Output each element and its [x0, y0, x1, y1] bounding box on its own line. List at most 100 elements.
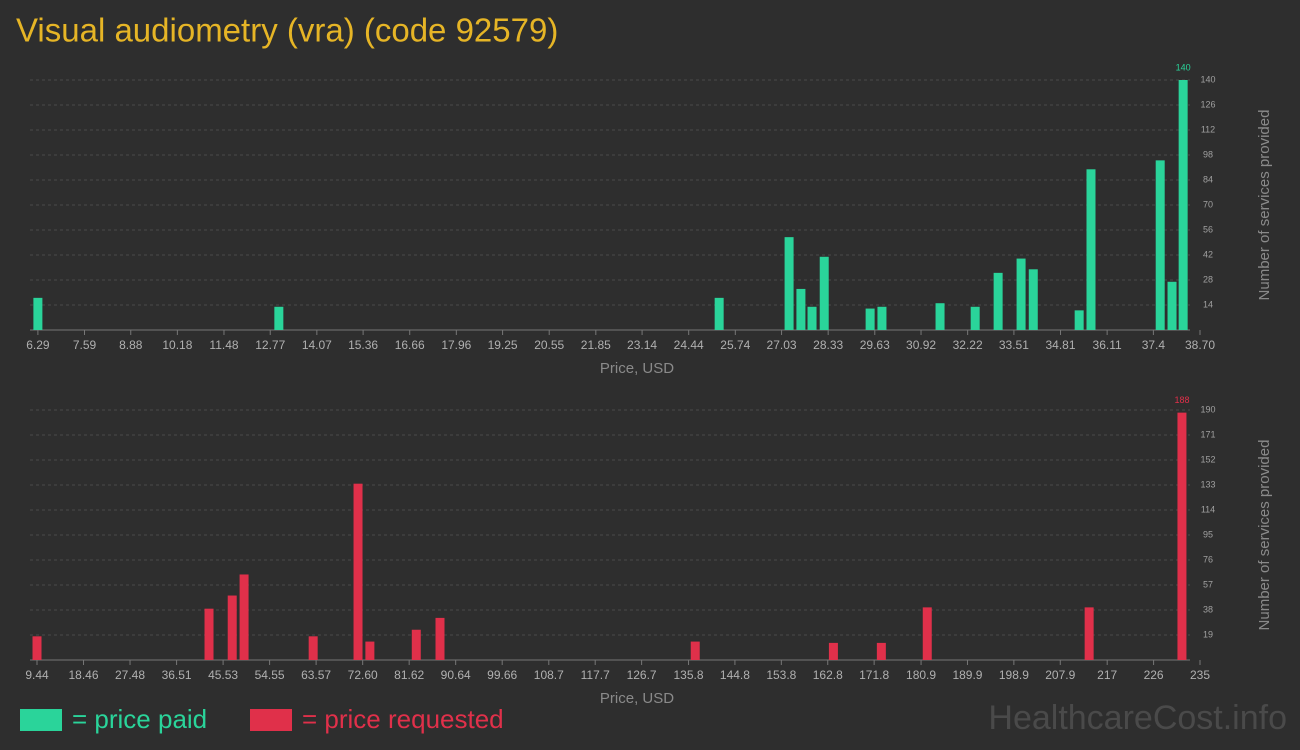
bar — [1177, 412, 1187, 660]
x-tick-label: 12.77 — [255, 338, 285, 352]
x-tick-label: 99.66 — [487, 668, 517, 682]
x-tick-label: 126.7 — [627, 668, 657, 682]
x-tick-label: 38.70 — [1185, 338, 1215, 352]
x-tick-label: 144.8 — [720, 668, 750, 682]
bar — [807, 306, 817, 330]
y-tick-label: 152 — [1200, 454, 1215, 464]
x-tick-label: 171.8 — [859, 668, 889, 682]
y-tick-label: 190 — [1200, 404, 1215, 414]
y-tick-label: 98 — [1203, 149, 1213, 159]
y-tick-label: 56 — [1203, 224, 1213, 234]
x-tick-label: 45.53 — [208, 668, 238, 682]
x-tick-label: 27.03 — [767, 338, 797, 352]
x-tick-label: 15.36 — [348, 338, 378, 352]
watermark: HealthcareCost.info — [988, 699, 1287, 737]
y-tick-label: 126 — [1200, 99, 1215, 109]
bar — [204, 608, 214, 660]
y-tick-label: 57 — [1203, 579, 1213, 589]
x-tick-label: 117.7 — [581, 668, 610, 682]
x-tick-label: 7.59 — [73, 338, 97, 352]
x-tick-label: 18.46 — [69, 668, 99, 682]
legend-swatch — [250, 709, 292, 731]
legend-swatch — [20, 709, 62, 731]
bar — [1155, 160, 1165, 330]
bar — [353, 483, 363, 660]
y-tick-label: 112 — [1201, 124, 1215, 134]
x-tick-label: 207.9 — [1045, 668, 1075, 682]
bar — [877, 306, 887, 330]
bar — [922, 607, 932, 660]
x-tick-label: 19.25 — [488, 338, 518, 352]
x-tick-label: 36.51 — [162, 668, 192, 682]
bar — [1086, 169, 1096, 330]
bar — [828, 642, 838, 660]
bar — [308, 636, 318, 660]
bar — [970, 306, 980, 330]
x-tick-label: 153.8 — [766, 668, 796, 682]
y-tick-label: 70 — [1203, 199, 1213, 209]
y-tick-label: 114 — [1201, 504, 1215, 514]
y-tick-label: 14 — [1203, 299, 1213, 309]
x-tick-label: 16.66 — [395, 338, 425, 352]
bar — [274, 306, 284, 330]
y-tick-label: 38 — [1203, 604, 1213, 614]
x-tick-label: 28.33 — [813, 338, 843, 352]
x-tick-label: 135.8 — [674, 668, 704, 682]
x-tick-label: 36.11 — [1093, 338, 1122, 352]
bar — [993, 272, 1003, 330]
x-tick-label: 11.48 — [209, 338, 238, 352]
chart-title: Visual audiometry (vra) (code 92579) — [16, 12, 558, 49]
bar — [1074, 310, 1084, 330]
x-tick-label: 24.44 — [674, 338, 704, 352]
x-axis-title: Price, USD — [600, 360, 674, 377]
bar — [411, 629, 421, 660]
bar — [239, 574, 249, 660]
x-tick-label: 54.55 — [255, 668, 285, 682]
bar — [33, 297, 43, 330]
x-tick-label: 9.44 — [25, 668, 49, 682]
bar — [796, 288, 806, 330]
bar — [1167, 281, 1177, 330]
x-tick-label: 189.9 — [952, 668, 982, 682]
x-tick-label: 14.07 — [302, 338, 332, 352]
x-tick-label: 8.88 — [119, 338, 143, 352]
x-tick-label: 29.63 — [860, 338, 890, 352]
x-tick-label: 217 — [1097, 668, 1117, 682]
bar — [32, 636, 42, 660]
bar — [365, 641, 375, 660]
bar — [935, 303, 945, 330]
bar — [1028, 269, 1038, 330]
bar — [227, 595, 237, 660]
x-tick-label: 81.62 — [394, 668, 424, 682]
x-tick-label: 90.64 — [441, 668, 471, 682]
bar — [1084, 607, 1094, 660]
y-tick-label: 84 — [1203, 174, 1213, 184]
y-axis-title: Number of services provided — [1256, 440, 1273, 631]
x-tick-label: 226 — [1144, 668, 1164, 682]
legend-label: = price paid — [72, 704, 207, 734]
x-tick-label: 25.74 — [720, 338, 750, 352]
bar — [876, 642, 886, 660]
x-tick-label: 20.55 — [534, 338, 564, 352]
x-tick-label: 21.85 — [581, 338, 611, 352]
x-tick-label: 198.9 — [999, 668, 1029, 682]
x-tick-label: 6.29 — [26, 338, 50, 352]
y-tick-label: 133 — [1200, 479, 1215, 489]
x-tick-label: 37.4 — [1142, 338, 1166, 352]
y-tick-label: 28 — [1203, 274, 1213, 284]
data-label: 188 — [1174, 395, 1189, 405]
x-tick-label: 34.81 — [1046, 338, 1076, 352]
x-tick-label: 33.51 — [999, 338, 1029, 352]
x-tick-label: 235 — [1190, 668, 1210, 682]
y-tick-label: 140 — [1200, 74, 1215, 84]
bar — [690, 641, 700, 660]
bar — [435, 617, 445, 660]
y-tick-label: 19 — [1203, 629, 1213, 639]
x-tick-label: 30.92 — [906, 338, 936, 352]
x-tick-label: 10.18 — [162, 338, 192, 352]
bar — [784, 237, 794, 330]
legend-label: = price requested — [302, 704, 504, 734]
x-tick-label: 72.60 — [348, 668, 378, 682]
